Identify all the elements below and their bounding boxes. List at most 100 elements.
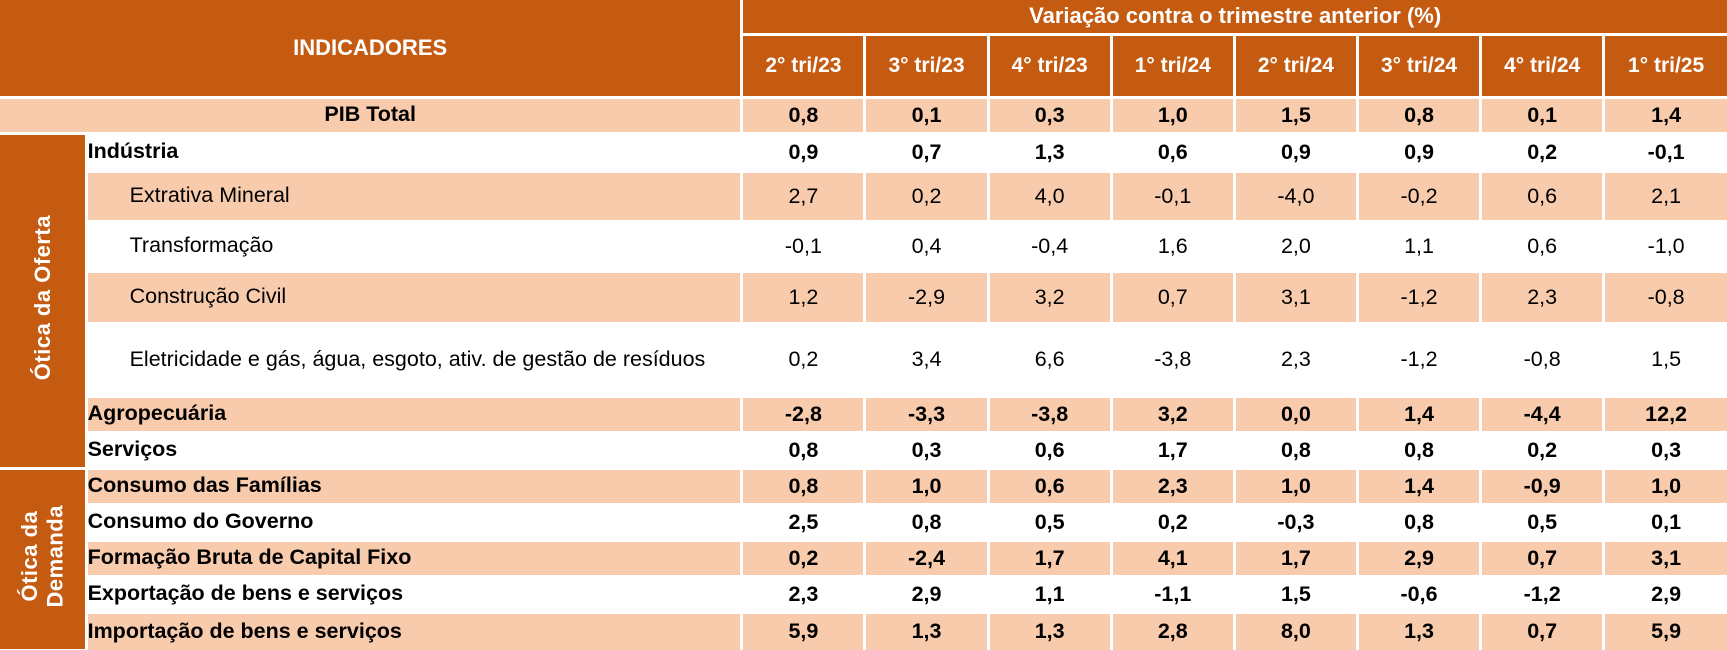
value-cell: 2,7 (740, 169, 867, 223)
value-cell: -1,1 (1109, 574, 1236, 614)
indicators-header: INDICADORES (0, 0, 744, 99)
value-cell: 2,8 (1109, 610, 1236, 650)
value-cell: 0,8 (1355, 430, 1483, 470)
value-cell: 5,9 (1602, 610, 1727, 650)
value-cell: 1,0 (1232, 466, 1359, 506)
row-label: PIB Total (0, 95, 744, 135)
row-label: Extrativa Mineral (86, 169, 744, 223)
row-pib-total: PIB Total 0,8 0,1 0,3 1,0 1,5 0,8 0,1 1,… (0, 95, 1727, 135)
value-cell: 0,8 (1355, 502, 1483, 542)
value-cell: 1,7 (1232, 538, 1359, 578)
value-cell: 1,4 (1602, 95, 1727, 135)
value-cell: 0,9 (1355, 131, 1483, 173)
value-cell: -2,4 (863, 538, 990, 578)
value-cell: 3,1 (1602, 538, 1727, 578)
row-formacao-bruta-capital-fixo: Formação Bruta de Capital Fixo 0,2 -2,4 … (0, 538, 1727, 578)
value-cell: -4,0 (1232, 169, 1359, 223)
value-cell: 1,2 (740, 269, 867, 325)
value-cell: 0,2 (1109, 502, 1236, 542)
value-cell: -4,4 (1479, 394, 1606, 434)
value-cell: 0,1 (1602, 502, 1727, 542)
quarter-header-2tri24: 2° tri/24 (1232, 32, 1359, 99)
row-label: Consumo do Governo (86, 502, 744, 542)
value-cell: 12,2 (1602, 394, 1727, 434)
value-cell: 0,9 (1232, 131, 1359, 173)
value-cell: 8,0 (1232, 610, 1359, 650)
row-label: Consumo das Famílias (84, 466, 744, 506)
value-cell: 1,6 (1109, 219, 1236, 273)
quarter-header-2tri23: 2° tri/23 (741, 32, 867, 99)
value-cell: 0,9 (740, 131, 867, 173)
value-cell: 0,2 (1479, 430, 1606, 470)
row-label: Serviços (86, 430, 744, 470)
value-cell: 0,6 (986, 466, 1113, 506)
value-cell: 1,1 (1355, 219, 1483, 273)
value-cell: 3,1 (1232, 269, 1359, 325)
value-cell: -3,3 (863, 394, 990, 434)
value-cell: -0,3 (1232, 502, 1359, 542)
value-cell: 0,2 (863, 169, 990, 223)
value-cell: 0,2 (740, 321, 867, 398)
row-label: Transformação (86, 219, 744, 273)
value-cell: 2,3 (1232, 321, 1359, 398)
value-cell: 2,9 (1355, 538, 1483, 578)
value-cell: 0,6 (1479, 169, 1606, 223)
row-label: Exportação de bens e serviços (86, 574, 744, 614)
value-cell: 0,8 (740, 466, 867, 506)
demanda-section-label: Ótica da Demanda (0, 466, 88, 650)
value-cell: -0,1 (740, 219, 867, 273)
row-transformacao: Transformação -0,1 0,4 -0,4 1,6 2,0 1,1 … (0, 219, 1727, 273)
value-cell: -1,2 (1355, 269, 1483, 325)
value-cell: 2,5 (740, 502, 867, 542)
oferta-section-label: Ótica da Oferta (0, 131, 88, 470)
value-cell: 5,9 (740, 610, 867, 650)
value-cell: 0,3 (1602, 430, 1727, 470)
value-cell: 0,3 (863, 430, 990, 470)
row-industria: Ótica da Oferta Indústria 0,9 0,7 1,3 0,… (0, 131, 1727, 470)
value-cell: -3,8 (986, 394, 1113, 434)
variation-group-header: Variação contra o trimestre anterior (%) (740, 0, 1727, 36)
value-cell: -1,0 (1602, 219, 1727, 273)
value-cell: 0,1 (863, 95, 990, 135)
row-label: Indústria (84, 131, 744, 173)
value-cell: -2,8 (740, 394, 867, 434)
value-cell: 2,3 (1479, 269, 1606, 325)
quarter-header-3tri24: 3° tri/24 (1355, 32, 1483, 99)
oferta-vertical-text: Ótica da Oferta (29, 215, 55, 381)
value-cell: 0,7 (1109, 269, 1236, 325)
quarter-header-1tri25: 1° tri/25 (1602, 32, 1727, 99)
value-cell: 1,5 (1602, 321, 1727, 398)
value-cell: 1,7 (1109, 430, 1236, 470)
value-cell: -0,4 (986, 219, 1113, 273)
value-cell: -0,1 (1109, 169, 1236, 223)
value-cell: 2,9 (863, 574, 990, 614)
header-row-quarters: 2° tri/23 3° tri/23 4° tri/23 1° tri/24 … (0, 32, 1727, 99)
value-cell: 1,7 (986, 538, 1113, 578)
value-cell: 0,8 (863, 502, 990, 542)
value-cell: 4,1 (1109, 538, 1236, 578)
value-cell: 2,9 (1602, 574, 1727, 614)
value-cell: 3,4 (863, 321, 990, 398)
value-cell: 1,4 (1355, 394, 1483, 434)
row-label: Eletricidade e gás, água, esgoto, ativ. … (86, 321, 744, 398)
row-servicos: Serviços 0,8 0,3 0,6 1,7 0,8 0,8 0,2 0,3 (0, 430, 1727, 470)
row-extrativa-mineral: Extrativa Mineral 2,7 0,2 4,0 -0,1 -4,0 … (0, 169, 1727, 223)
value-cell: -0,1 (1602, 131, 1727, 173)
value-cell: 2,3 (1109, 466, 1236, 506)
row-label: Formação Bruta de Capital Fixo (86, 538, 744, 578)
value-cell: 1,3 (863, 610, 990, 650)
row-consumo-familias: Ótica da Demanda Consumo das Famílias 0,… (0, 466, 1727, 650)
value-cell: -0,9 (1479, 466, 1606, 506)
value-cell: 0,5 (986, 502, 1113, 542)
row-label: Construção Civil (86, 269, 744, 325)
value-cell: -3,8 (1109, 321, 1236, 398)
value-cell: 0,8 (1232, 430, 1359, 470)
value-cell: -0,8 (1602, 269, 1727, 325)
demanda-vertical-text: Ótica da Demanda (17, 505, 68, 608)
value-cell: 1,3 (986, 610, 1113, 650)
value-cell: 3,2 (1109, 394, 1236, 434)
row-exportacao: Exportação de bens e serviços 2,3 2,9 1,… (0, 574, 1727, 614)
value-cell: 0,5 (1479, 502, 1606, 542)
value-cell: 1,3 (1355, 610, 1483, 650)
value-cell: 1,0 (1109, 95, 1236, 135)
